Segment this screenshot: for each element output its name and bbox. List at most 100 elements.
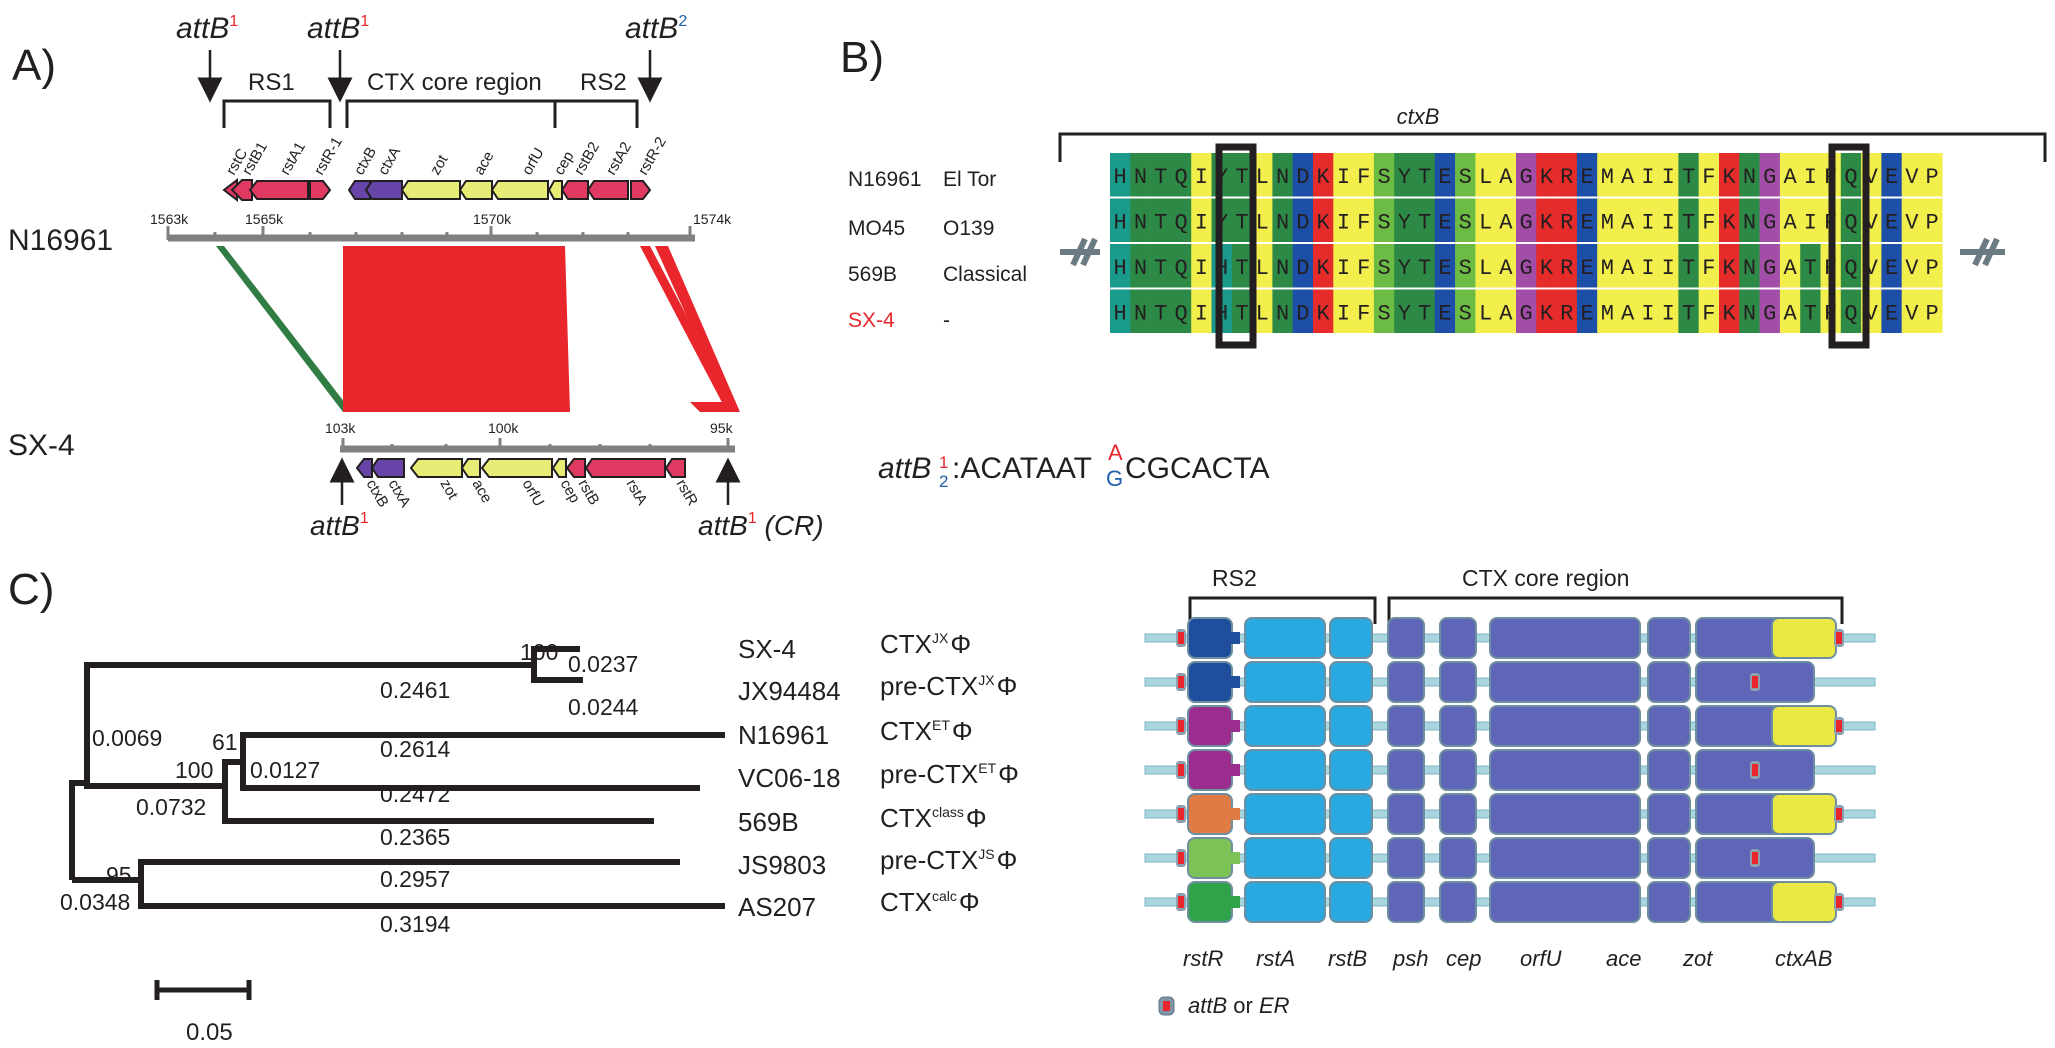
alignment-cell <box>1110 244 1131 288</box>
alignment-cell <box>1272 153 1293 197</box>
alignment-residue: F <box>1357 302 1370 327</box>
alignment-cell <box>1150 289 1172 333</box>
alignment-residue: Q <box>1174 165 1187 190</box>
gene-map-row <box>1144 793 1876 835</box>
alignment-residue: K <box>1723 302 1737 327</box>
legend-b: or <box>1227 993 1259 1018</box>
gene-map-row <box>1144 617 1876 659</box>
alignment-residue: Y <box>1398 211 1411 236</box>
alignment-residue: I <box>1641 302 1654 327</box>
alignment-cell <box>1840 289 1862 333</box>
tip-phage-suffix: Φ <box>959 887 980 917</box>
tick-top: 1574k <box>693 211 732 227</box>
region-rs2-c-label: RS2 <box>1212 565 1257 591</box>
att-seq-top: A <box>1108 440 1123 465</box>
alignment-cell <box>1840 244 1862 288</box>
synteny-rs-link-2 <box>655 246 740 412</box>
alignment-residue: L <box>1256 165 1269 190</box>
ctxB-label: ctxB <box>1397 104 1440 129</box>
att-top-2: attB1 <box>307 12 369 103</box>
alignment-cell <box>1556 289 1578 333</box>
alignment-cell <box>1759 244 1781 288</box>
alignment-cell <box>1678 153 1699 197</box>
map-gene-label: psh <box>1392 946 1428 971</box>
alignment-residue: I <box>1641 256 1654 281</box>
alignment-cell <box>1353 198 1375 242</box>
gene-orfU-arrow <box>490 180 549 200</box>
alignment-cell <box>1170 198 1192 242</box>
alignment-cell <box>1292 289 1314 333</box>
tick-bottom: 100k <box>488 420 519 436</box>
alignment-cell <box>1333 244 1354 288</box>
alignment-residue: A <box>1499 211 1513 236</box>
alignment-residue: F <box>1702 211 1715 236</box>
alignment-cell <box>1881 198 1902 242</box>
tip-phage: pre-CTX <box>880 845 978 875</box>
alignment-residue: S <box>1377 211 1390 236</box>
scale-bar-label: 0.05 <box>186 1019 233 1046</box>
genes-bottom <box>355 458 686 478</box>
alignment-residue: K <box>1317 302 1331 327</box>
alignment-residue: E <box>1580 302 1593 327</box>
alignment-residue: E <box>1885 211 1898 236</box>
phylogenetic-tree <box>69 646 725 909</box>
ruler-top: 1563k 1565k 1570k 1574k <box>150 211 732 242</box>
region-rs2: RS2 <box>553 69 639 128</box>
alignment-cell <box>1455 198 1476 242</box>
alignment-residue: I <box>1804 165 1817 190</box>
alignment-cell <box>1881 289 1902 333</box>
map-gene-label: ace <box>1606 946 1641 971</box>
alignment-cell <box>1739 153 1760 197</box>
region-ctx-core: CTX core region <box>345 69 557 128</box>
alignment-cell <box>1373 198 1395 242</box>
map-gene-label: rstR <box>1183 946 1223 971</box>
att-top-1: attB1 <box>176 12 238 103</box>
alignment-cell <box>1231 198 1253 242</box>
alignment-cell <box>1475 244 1496 288</box>
alignment-residue: N <box>1134 256 1147 281</box>
alignment-cell <box>1901 153 1923 197</box>
alignment-residue: T <box>1154 211 1167 236</box>
alignment-cell <box>1779 289 1801 333</box>
alignment-cell <box>1739 289 1760 333</box>
row-strain-1: N16961 <box>848 168 922 191</box>
region-ctx-core-c: CTX core region <box>1387 565 1844 624</box>
alignment-cell <box>1495 153 1517 197</box>
alignment-residue: I <box>1195 256 1208 281</box>
tick-bottom: 95k <box>710 420 734 436</box>
map-gene-label: ctxAB <box>1775 946 1832 971</box>
alignment-residue: H <box>1114 302 1127 327</box>
alignment-residue: N <box>1743 302 1756 327</box>
alignment-cell <box>1658 289 1679 333</box>
att-top-3: attB2 <box>625 12 687 103</box>
tip-name: SX-4 <box>738 634 796 664</box>
tip-phage: pre-CTX <box>880 671 978 701</box>
alignment-residue: V <box>1905 302 1919 327</box>
genes-top <box>222 177 652 203</box>
panel-a-label: A) <box>12 41 56 90</box>
alignment-cell <box>1901 198 1923 242</box>
alignment-cell <box>1779 198 1801 242</box>
alignment-cell <box>1272 198 1293 242</box>
tip-name: JX94484 <box>738 676 841 706</box>
alignment-residue: T <box>1154 302 1167 327</box>
alignment-cell <box>1252 289 1273 333</box>
alignment-residue: Q <box>1844 211 1857 236</box>
svg-text:pre-CTXJSΦ: pre-CTXJSΦ <box>880 845 1017 875</box>
att-seq-bottom: G <box>1106 466 1123 491</box>
alignment-cell <box>1678 198 1699 242</box>
alignment-cell <box>1434 198 1456 242</box>
gene-rstB2-arrow <box>560 180 589 200</box>
alignment-cell <box>1373 153 1395 197</box>
strain-top-label: N16961 <box>8 224 113 257</box>
alignment-residue: Y <box>1398 256 1411 281</box>
tip-phage-suffix: Φ <box>997 671 1018 701</box>
gene-label-top: ctxB <box>351 144 380 178</box>
alignment-cell <box>1617 198 1639 242</box>
alignment-cell <box>1495 289 1517 333</box>
alignment-residue: I <box>1195 302 1208 327</box>
map-gene-label: zot <box>1682 946 1713 971</box>
svg-text:attB1: attB1 <box>307 12 369 45</box>
alignment-residue: G <box>1763 165 1776 190</box>
alignment-residue: I <box>1804 211 1817 236</box>
